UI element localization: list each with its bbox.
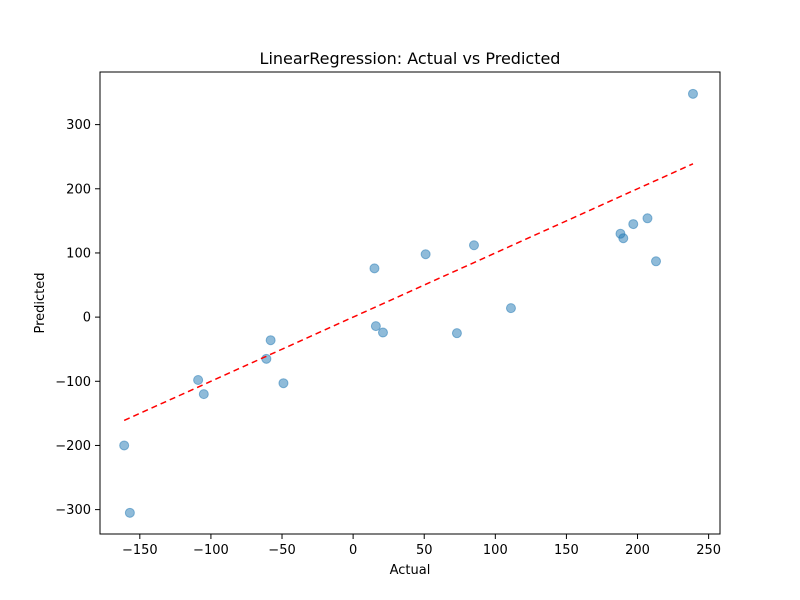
x-axis-ticks: −150 −100 −50 0 50 100 150 200 250 xyxy=(122,534,721,558)
data-point-0-19 xyxy=(651,256,662,267)
data-point-0-16 xyxy=(618,233,629,244)
data-point-0-2 xyxy=(124,507,135,518)
data-point-0-4 xyxy=(198,389,209,400)
data-point-0-12 xyxy=(451,328,462,339)
x-tick-label-4: 50 xyxy=(416,543,433,558)
x-tick-label-8: 250 xyxy=(696,543,721,558)
y-axis-label: Predicted xyxy=(33,272,48,333)
y-tick-label-2: −100 xyxy=(55,375,91,390)
y-axis-ticks: −300 −200 −100 0 100 200 300 xyxy=(55,118,100,518)
x-tick-label-0: −150 xyxy=(122,543,158,558)
data-point-0-10 xyxy=(377,327,388,338)
data-point-0-7 xyxy=(278,378,289,389)
x-tick-label-5: 100 xyxy=(483,543,508,558)
reference-line xyxy=(123,163,694,422)
y-tick-label-1: −200 xyxy=(55,439,91,454)
plot-area: −150 −100 −50 0 50 100 150 200 250 −300 −200 −100 0… xyxy=(55,71,721,558)
data-point-0-3 xyxy=(193,375,204,385)
data-point-0-1 xyxy=(119,440,130,451)
data-points xyxy=(119,88,698,518)
data-point-0-9 xyxy=(370,321,381,332)
data-point-0-8 xyxy=(369,263,380,274)
x-axis-label: Actual xyxy=(390,563,431,578)
x-tick-label-6: 150 xyxy=(554,543,579,558)
data-point-0-14 xyxy=(505,303,516,314)
x-tick-label-2: −50 xyxy=(268,543,295,558)
data-point-0-13 xyxy=(468,240,479,251)
data-point-0-0 xyxy=(687,88,698,99)
y-tick-label-0: −300 xyxy=(55,503,91,518)
x-tick-label-3: 0 xyxy=(349,543,357,558)
y-tick-label-6: 300 xyxy=(66,118,91,133)
data-point-0-11 xyxy=(420,249,431,260)
y-tick-label-5: 200 xyxy=(66,182,91,197)
data-point-0-17 xyxy=(628,219,639,230)
data-point-0-18 xyxy=(642,213,653,224)
y-tick-label-4: 100 xyxy=(66,246,91,261)
plot-frame xyxy=(99,71,721,535)
y-tick-label-3: 0 xyxy=(83,311,91,326)
x-tick-label-1: −100 xyxy=(193,543,229,558)
chart-title: LinearRegression: Actual vs Predicted xyxy=(260,49,561,68)
data-point-0-6 xyxy=(265,335,276,346)
data-point-0-5 xyxy=(261,353,272,364)
x-tick-label-7: 200 xyxy=(625,543,650,558)
